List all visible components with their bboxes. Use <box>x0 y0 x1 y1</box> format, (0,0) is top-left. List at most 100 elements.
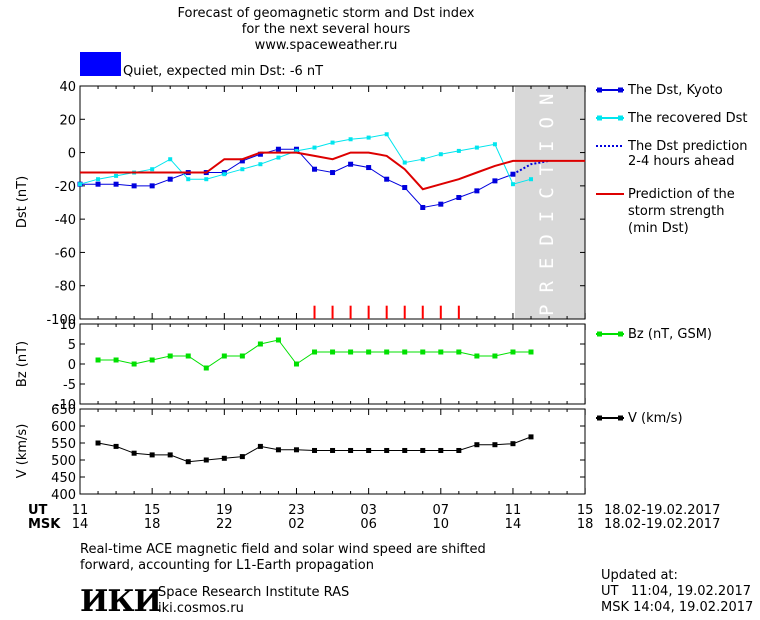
data-point <box>420 349 426 355</box>
data-point <box>330 140 335 145</box>
data-point <box>330 170 336 176</box>
bz-panel-frame <box>79 323 586 405</box>
legend-marker-v-point <box>597 415 602 421</box>
data-point <box>348 161 354 167</box>
data-point <box>95 440 101 446</box>
data-point <box>529 177 533 182</box>
x-tick-label-msk: 14 <box>72 517 89 532</box>
data-point <box>474 442 480 448</box>
data-point <box>366 165 372 171</box>
data-point <box>402 185 408 191</box>
data-point <box>258 162 263 167</box>
legend-marker-bz-point <box>597 331 602 337</box>
ut-label: UT <box>28 503 48 518</box>
legend-prediction-1: The Dst prediction <box>628 139 748 154</box>
y-tick-label: 650 <box>51 403 76 418</box>
data-point <box>402 160 407 165</box>
prediction-zone <box>515 86 585 319</box>
data-point <box>78 182 82 187</box>
data-point <box>167 176 173 182</box>
data-point <box>221 455 227 461</box>
data-point <box>149 357 155 363</box>
y-tick-label: 500 <box>51 454 76 469</box>
data-point <box>528 434 534 440</box>
source-url: www.spaceweather.ru <box>254 38 398 53</box>
data-point <box>384 176 390 182</box>
status-swatch <box>80 52 121 76</box>
data-point <box>474 353 480 359</box>
updated-msk: MSK 14:04, 19.02.2017 <box>601 600 754 615</box>
data-point <box>95 181 101 187</box>
data-point <box>528 349 534 355</box>
data-point <box>420 204 426 210</box>
data-point <box>384 447 390 453</box>
legend-marker-recovered-point <box>618 115 623 121</box>
data-point <box>348 349 354 355</box>
data-point <box>96 177 101 182</box>
data-point <box>203 457 209 463</box>
x-tick-label-msk: 18 <box>144 517 161 532</box>
data-point <box>366 349 372 355</box>
legend-marker-dst-point <box>618 87 623 93</box>
x-tick-label-ut: 15 <box>577 503 594 518</box>
y-tick-label: 10 <box>59 318 76 333</box>
data-point <box>492 353 498 359</box>
x-tick-label-ut: 23 <box>288 503 305 518</box>
legend-prediction-2: 2-4 hours ahead <box>628 154 735 169</box>
data-point <box>239 158 245 164</box>
series-line <box>79 133 532 185</box>
footer-note-1: Real-time ACE magnetic field and solar w… <box>80 542 486 557</box>
data-point <box>402 447 408 453</box>
x-tick-label-msk: 10 <box>433 517 450 532</box>
data-point <box>456 195 462 201</box>
data-point <box>510 182 515 187</box>
data-point <box>402 349 408 355</box>
data-point <box>312 447 318 453</box>
data-point <box>492 442 498 448</box>
data-point <box>239 353 245 359</box>
date-range-ut: 18.02-19.02.2017 <box>604 503 721 518</box>
data-point <box>510 441 516 447</box>
data-point <box>203 365 209 371</box>
data-point <box>492 178 498 184</box>
data-point <box>384 349 390 355</box>
y-axis-label: Dst (nT) <box>15 176 30 228</box>
series-line <box>80 151 586 191</box>
data-point <box>276 155 281 160</box>
x-tick-label-ut: 07 <box>433 503 450 518</box>
x-tick-label-msk: 06 <box>360 517 377 532</box>
legend-v: V (km/s) <box>628 411 683 426</box>
data-point <box>149 183 155 189</box>
date-range-msk: 18.02-19.02.2017 <box>604 517 721 532</box>
legend-marker-recovered-point <box>597 115 602 121</box>
data-point <box>492 142 497 147</box>
data-point <box>95 357 101 363</box>
y-tick-label: 400 <box>51 488 76 503</box>
data-point <box>167 452 173 458</box>
y-tick-label: -10 <box>55 398 76 413</box>
y-tick-label: -60 <box>55 246 76 261</box>
data-point <box>438 349 444 355</box>
y-tick-label: -100 <box>46 313 76 328</box>
data-point <box>312 145 317 150</box>
data-point <box>113 357 119 363</box>
y-tick-label: 550 <box>51 437 76 452</box>
data-point <box>204 177 209 182</box>
y-tick-label: -80 <box>55 280 76 295</box>
x-tick-label-ut: 11 <box>505 503 522 518</box>
y-tick-label: 20 <box>59 113 76 128</box>
data-point <box>131 361 137 367</box>
x-tick-label-msk: 18 <box>577 517 594 532</box>
y-tick-label: 0 <box>68 147 76 162</box>
msk-label: MSK <box>28 517 61 532</box>
data-point <box>275 337 281 343</box>
y-axis-label: Bz (nT) <box>15 341 30 387</box>
data-point <box>275 146 281 152</box>
x-tick-label-ut: 15 <box>144 503 161 518</box>
chart-subtitle: for the next several hours <box>241 22 411 37</box>
data-point <box>474 188 480 194</box>
data-point <box>348 447 354 453</box>
data-point <box>221 353 227 359</box>
legend-marker-v-point <box>618 415 623 421</box>
